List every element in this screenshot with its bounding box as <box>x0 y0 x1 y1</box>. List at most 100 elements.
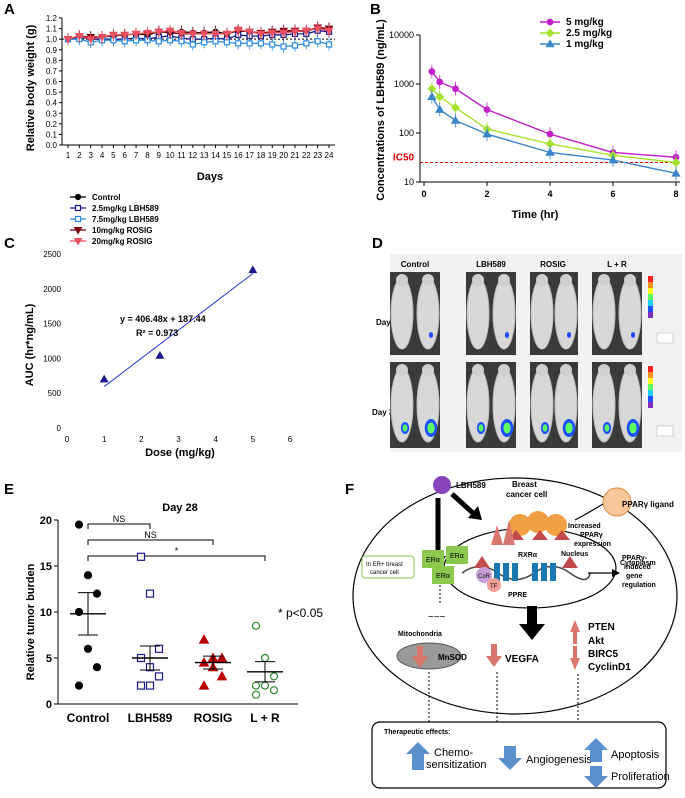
data-point-b <box>482 129 492 138</box>
y-tick-label-a: 0.5 <box>46 88 58 97</box>
y-tick-label-a: 1.2 <box>46 14 58 23</box>
angio-down-arrow <box>498 746 522 770</box>
y-tick-label-c: 500 <box>48 389 62 398</box>
gene-cyclind1: CyclinD1 <box>588 662 631 673</box>
y-tick-label-a: 0.3 <box>46 109 58 118</box>
y-tick-label-a: 0.6 <box>46 78 58 87</box>
y-tick-label-b: 10 <box>404 177 414 187</box>
y-tick-label-a: 0.9 <box>46 46 58 55</box>
y-tick-label-c: 2000 <box>43 285 61 294</box>
tumor-signal-core <box>604 424 610 432</box>
x-tick-label-a: 18 <box>256 151 265 160</box>
data-point-a <box>256 30 266 39</box>
panel-label-e: E <box>4 481 14 498</box>
apoptosis-label: Apoptosis <box>611 749 660 761</box>
y-tick-label-a: 1.1 <box>46 25 58 34</box>
category-label-e: L + R <box>250 711 280 725</box>
angio-label: Angiogenesis <box>526 754 593 766</box>
color-scale-segment <box>648 396 653 402</box>
significance-note: * p<0.05 <box>278 606 323 620</box>
x-tick-label-a: 15 <box>222 151 231 160</box>
data-point-a <box>109 31 118 40</box>
col-label-rosig: ROSIG <box>540 260 566 269</box>
category-label-e: Control <box>67 711 110 725</box>
legend-entry-a: 20mg/kg ROSIG <box>92 237 152 246</box>
color-scale-segment <box>648 402 653 408</box>
mouse-head <box>598 364 610 376</box>
data-point-e <box>74 520 84 529</box>
data-point-e <box>136 681 146 690</box>
x-tick-label-a: 3 <box>88 151 93 160</box>
data-point-e <box>260 653 270 663</box>
x-tick-label-a: 2 <box>77 151 82 160</box>
x-tick-label-a: 13 <box>200 151 209 160</box>
data-point-a <box>233 26 243 35</box>
x-tick-label-c: 1 <box>102 435 107 444</box>
data-point-a <box>201 39 208 46</box>
x-tick-label-a: 16 <box>234 151 243 160</box>
tf-label: TF <box>490 584 498 590</box>
col-label-control: Control <box>401 260 429 269</box>
mouse-head <box>422 274 434 286</box>
y-tick-label-e: 0 <box>46 699 52 711</box>
mouse-body <box>492 277 516 350</box>
chemo-label-1: Chemo- <box>434 747 473 759</box>
tumor-signal-core <box>503 422 511 434</box>
data-point-a <box>280 43 287 50</box>
data-point-e <box>92 663 102 672</box>
lbh589-molecule <box>433 476 451 494</box>
panel-a: A 0.0 0.10.2 0.30.4 0.50.6 0.7 0.80.9 1.01.1 1.… <box>4 1 335 246</box>
data-point-b <box>427 91 437 101</box>
therapeutic-label: Therapeutic effects: <box>384 729 451 736</box>
x-tick-label-c: 3 <box>176 435 181 444</box>
ppar-receptor-cluster <box>508 511 570 540</box>
scale-info-box <box>656 425 674 437</box>
x-tick-label-a: 23 <box>313 151 322 160</box>
data-point-a <box>257 40 265 47</box>
data-point-a <box>313 25 323 34</box>
y-tick-label-a: 0.2 <box>46 120 58 129</box>
mouse-body <box>618 277 642 350</box>
chemo-label-2: sensitization <box>426 759 487 771</box>
data-point-a <box>154 28 164 37</box>
x-tick-label-b: 0 <box>421 189 426 199</box>
legend-entry-b: 2.5 mg/kg <box>566 28 612 39</box>
significance-bracket <box>87 555 266 561</box>
er-info-2: cancer cell <box>370 570 399 576</box>
data-point-a <box>74 32 84 41</box>
x-tick-label-a: 4 <box>100 151 105 160</box>
y-tick-label-e: 15 <box>40 561 52 573</box>
series-line-a <box>68 38 330 48</box>
data-point-a <box>269 41 276 48</box>
y-tick-label-c: 0 <box>57 424 62 433</box>
ppre-label: PPRE <box>508 592 527 599</box>
data-point-e <box>136 552 146 561</box>
x-tick-label-a: 9 <box>157 151 162 160</box>
tumor-signal-core <box>427 422 435 434</box>
y-tick-label-a: 0.0 <box>46 141 58 150</box>
y-axis-label-c: AUC (hr*ng/mL) <box>24 303 36 386</box>
data-point-a <box>314 38 321 45</box>
data-point-c <box>248 265 258 274</box>
color-scale-segment <box>648 306 653 312</box>
nucleus-label: Nucleus <box>561 551 588 558</box>
legend-entry-a: 10mg/kg ROSIG <box>92 226 152 235</box>
mouse-body <box>530 277 554 350</box>
x-tick-label-a: 11 <box>177 151 186 160</box>
x-tick-label-a: 8 <box>145 151 150 160</box>
color-scale-segment <box>648 366 653 372</box>
mito-label: Mitochondria <box>398 631 442 638</box>
data-point-a <box>290 28 300 37</box>
apoptosis-up-arrow <box>584 738 608 762</box>
x-tick-label-b: 8 <box>673 189 678 199</box>
color-scale-segment <box>648 372 653 378</box>
data-point-b <box>435 92 445 102</box>
increased-label-3: expression <box>574 541 611 548</box>
x-tick-label-a: 7 <box>134 151 139 160</box>
mitochondria <box>396 642 462 670</box>
data-point-a <box>303 40 310 47</box>
mnsod-down-arrow <box>412 646 428 668</box>
y-tick-label-a: 0.7 <box>46 67 58 76</box>
x-tick-label-a: 14 <box>211 151 220 160</box>
